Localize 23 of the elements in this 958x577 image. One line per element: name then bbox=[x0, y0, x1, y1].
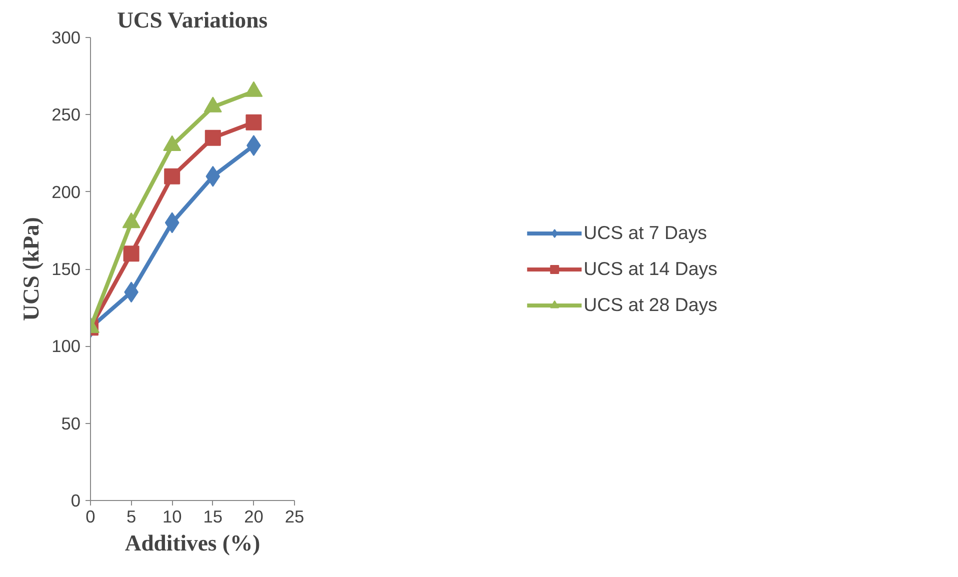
legend-label: UCS at 14 Days bbox=[584, 258, 718, 280]
point bbox=[204, 130, 221, 146]
y-tick-label: 0 bbox=[70, 490, 81, 510]
point bbox=[123, 246, 140, 262]
x-tick-label: 10 bbox=[162, 506, 182, 526]
y-tick-label: 100 bbox=[52, 336, 81, 356]
y-tick-label: 150 bbox=[52, 259, 81, 279]
y-tick-label: 300 bbox=[52, 28, 81, 48]
y-tick-label: 200 bbox=[52, 182, 81, 202]
x-tick-label: 0 bbox=[86, 506, 96, 526]
legend-label: UCS at 28 Days bbox=[584, 294, 718, 316]
point bbox=[246, 114, 262, 130]
x-tick-label: 20 bbox=[244, 506, 264, 526]
x-tick-label: 5 bbox=[126, 506, 136, 526]
legend-label: UCS at 7 Days bbox=[584, 222, 708, 244]
y-axis-title: UCS (kPa) bbox=[18, 217, 44, 321]
y-tick-label: 50 bbox=[61, 413, 81, 434]
x-axis-title: Additives (%) bbox=[124, 530, 260, 556]
point bbox=[164, 168, 180, 184]
x-tick-label: 25 bbox=[284, 506, 304, 526]
y-tick-label: 250 bbox=[52, 104, 81, 125]
chart-title: UCS Variations bbox=[117, 8, 268, 32]
x-tick-label: 15 bbox=[203, 506, 223, 526]
